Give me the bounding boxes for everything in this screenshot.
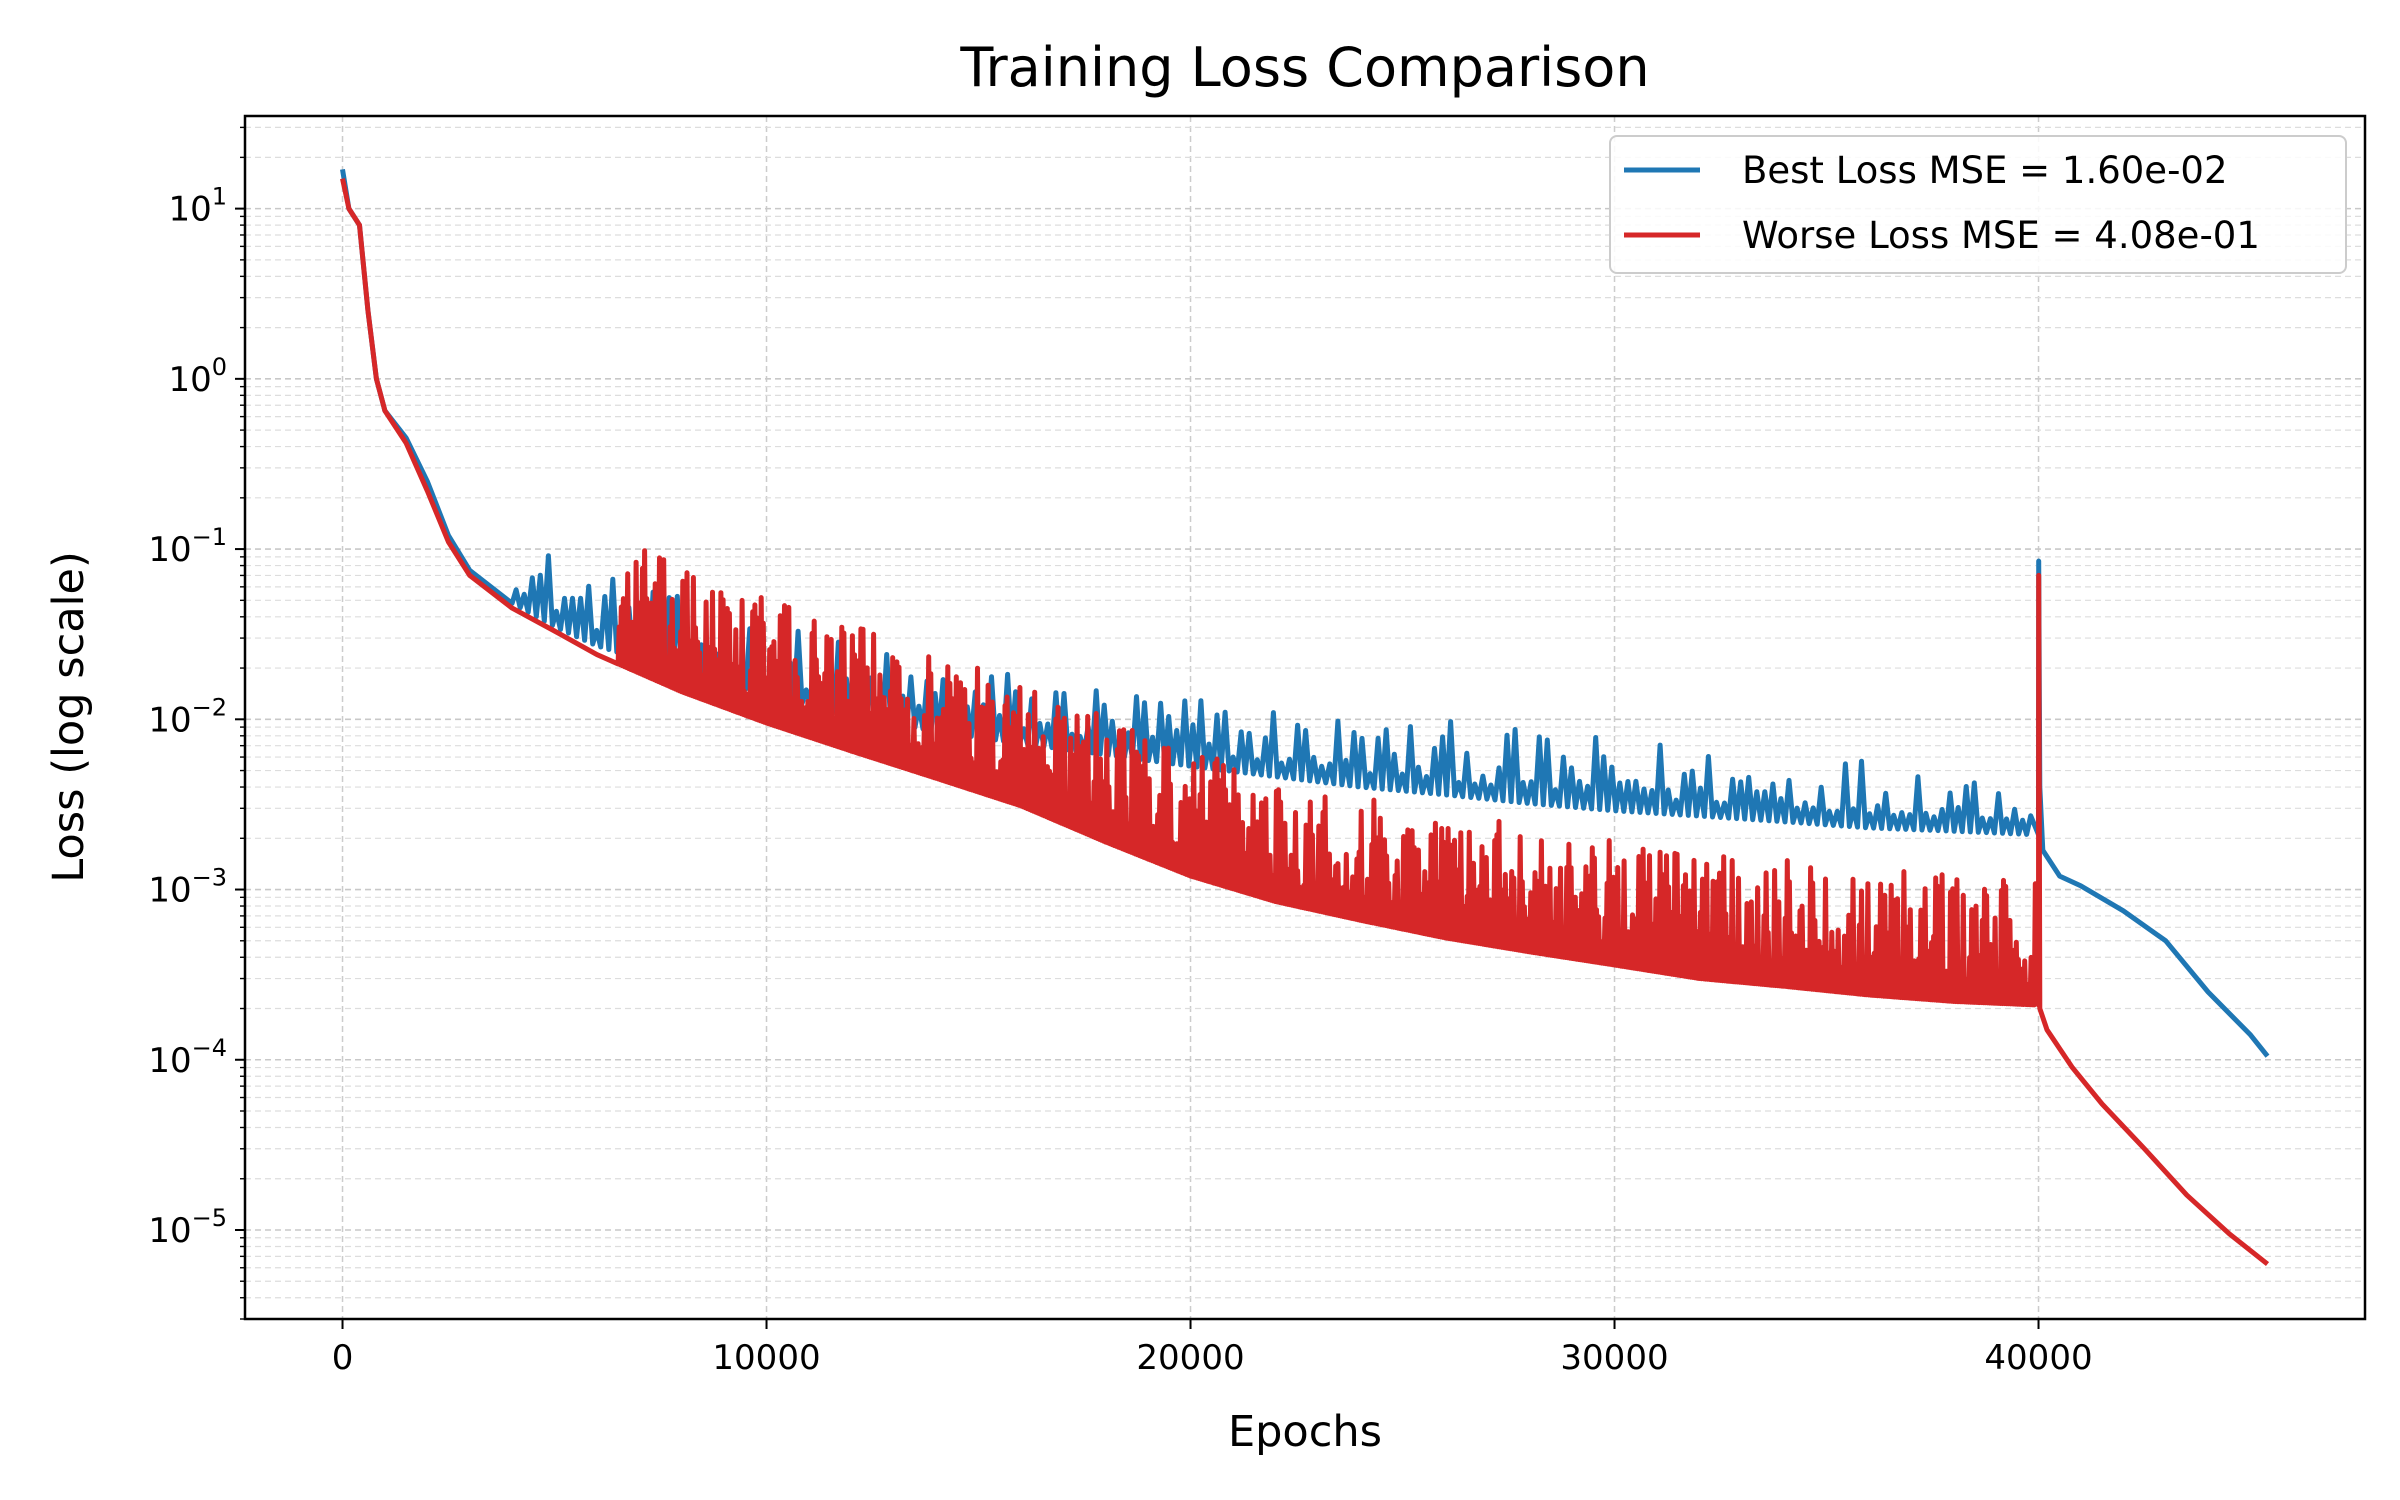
x-tick-label: 10000 [712,1338,820,1378]
x-tick-label: 0 [332,1338,354,1378]
legend-box [1609,135,2347,274]
chart-title: Training Loss Comparison [959,36,1649,99]
x-tick-label: 30000 [1560,1338,1668,1378]
series-worse [340,178,2270,1267]
y-tick-label: 101 [168,183,227,230]
y-tick-label: 10−5 [148,1204,227,1251]
legend: Best Loss MSE = 1.60e-02 Worse Loss MSE … [1609,135,2347,274]
y-tick-label: 10−2 [148,693,227,740]
y-tick-label: 10−1 [148,523,227,570]
y-tick-label: 10−3 [148,864,227,911]
legend-label-worse: Worse Loss MSE = 4.08e-01 [1742,214,2260,257]
series-layer [340,168,2270,1267]
x-tick-label: 40000 [1984,1338,2092,1378]
legend-label-best: Best Loss MSE = 1.60e-02 [1742,149,2228,192]
plot-frame [243,114,2367,1321]
y-axis: 101 100 10−1 10−2 10−3 10−4 10−5 [148,126,245,1320]
x-axis-label: Epochs [1228,1407,1382,1457]
x-tick-label: 20000 [1136,1338,1244,1378]
y-tick-label: 10−4 [148,1034,227,1081]
y-axis-label: Loss (log scale) [44,551,94,883]
x-axis: 0 10000 20000 30000 40000 [332,1319,2093,1378]
y-tick-label: 100 [168,353,227,400]
